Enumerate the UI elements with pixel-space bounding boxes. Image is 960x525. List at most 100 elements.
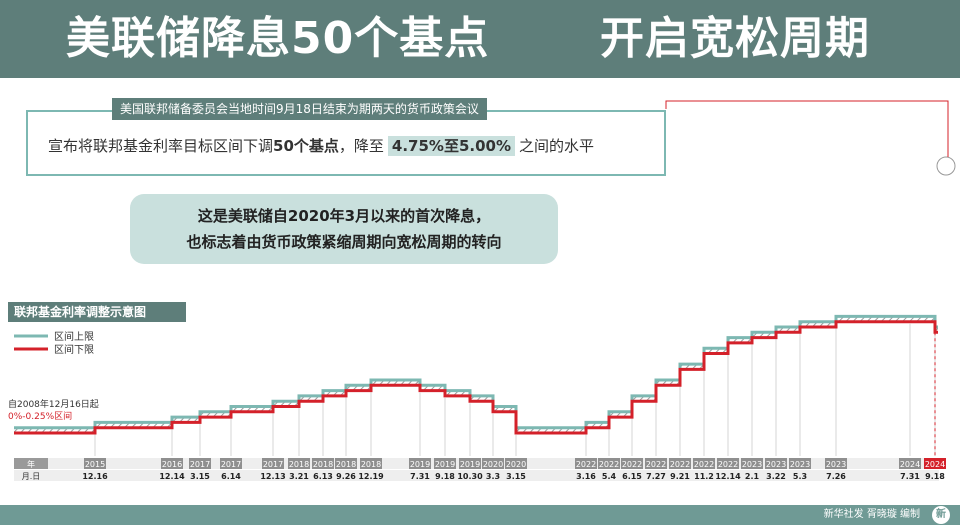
date-tick-label: 12.19 (358, 472, 384, 481)
rate-range-highlight: 4.75%至5.00% (387, 136, 515, 156)
agency-logo-icon: 新 (932, 506, 950, 524)
year-chip-4 (262, 458, 284, 469)
year-tick-label: 2024 (900, 460, 920, 469)
rate-band-3 (200, 411, 231, 418)
year-chip-26 (924, 458, 946, 469)
rate-band-22 (752, 332, 776, 338)
rate-band-12 (470, 395, 493, 402)
rate-band-16 (609, 411, 632, 418)
date-tick-label: 3.22 (766, 472, 786, 481)
year-tick-label: 2019 (435, 460, 455, 469)
start-note: 自2008年12月16日起 (8, 398, 99, 410)
year-chip-23 (789, 458, 811, 469)
year-tick-label: 2022 (622, 460, 642, 469)
x-axis: 年月.日 2015 12.16 2016 12.14 2017 3.15 2017 6.14 20… (14, 458, 946, 481)
grid-lines (94, 323, 936, 456)
year-chip-19 (693, 458, 715, 469)
year-chip-18 (669, 458, 691, 469)
year-tick-label: 2018 (336, 460, 356, 469)
rate-band-20 (704, 348, 728, 354)
announce-suffix: 之间的水平 (518, 137, 594, 155)
rate-band-2 (172, 417, 200, 423)
year-chip-22 (765, 458, 787, 469)
rate-band-25 (836, 316, 910, 322)
year-tick-label: 2024 (925, 460, 945, 469)
rate-band-26 (910, 316, 935, 322)
date-tick-label: 5.4 (602, 472, 617, 481)
year-corner (14, 458, 48, 469)
rate-band-9 (371, 380, 420, 386)
rate-band-19 (680, 364, 704, 370)
year-chip-17 (645, 458, 667, 469)
year-chip-7 (335, 458, 357, 469)
year-chip-5 (288, 458, 310, 469)
date-tick-label: 9.18 (925, 472, 945, 481)
date-tick-label: 3.15 (190, 472, 210, 481)
year-chip-8 (360, 458, 382, 469)
year-chip-21 (741, 458, 763, 469)
year-tick-label: 2018 (313, 460, 333, 469)
year-tick-label: 2017 (190, 460, 210, 469)
year-chip-6 (312, 458, 334, 469)
latest-cut-circle (936, 156, 956, 176)
year-tick-label: 2022 (694, 460, 714, 469)
year-tick-label: 2017 (263, 460, 283, 469)
rate-band-7 (323, 390, 346, 396)
year-chip-16 (621, 458, 643, 469)
year-chip-25 (899, 458, 921, 469)
date-tick-label: 12.14 (159, 472, 185, 481)
year-tick-label: 2022 (718, 460, 738, 469)
chart-legend: 联邦基金利率调整示意图 区间上限 区间下限 (8, 302, 186, 356)
lower-bound-line (14, 320, 938, 435)
year-tick-label: 2019 (460, 460, 480, 469)
rate-band-18 (656, 380, 680, 386)
callout-connector (665, 100, 949, 157)
year-tick-label: 2022 (646, 460, 666, 469)
year-tick-label: 2016 (162, 460, 182, 469)
rate-band-10 (420, 385, 445, 391)
year-chip-0 (84, 458, 106, 469)
year-tick-label: 2023 (790, 460, 810, 469)
announce-bp: 50个基点 (273, 137, 339, 155)
announcement-box (26, 110, 666, 176)
page-subtitle: 开启宽松周期 (600, 13, 870, 64)
year-tick-label: 2023 (766, 460, 786, 469)
chart-title: 联邦基金利率调整示意图 (14, 304, 146, 319)
year-chip-24 (825, 458, 847, 469)
date-tick-label: 5.3 (793, 472, 807, 481)
year-tick-label: 2022 (576, 460, 596, 469)
year-tick-label: 2018 (361, 460, 381, 469)
year-chip-13 (505, 458, 527, 469)
legend-lower-label: 区间下限 (54, 343, 94, 356)
date-tick-label: 7.31 (900, 472, 920, 481)
start-range: 0%-0.25%区间 (8, 410, 72, 422)
date-tick-label: 9.26 (336, 472, 356, 481)
year-chip-3 (220, 458, 242, 469)
rate-band-13 (493, 406, 516, 412)
year-chip-12 (482, 458, 504, 469)
year-chip-2 (189, 458, 211, 469)
date-band (14, 470, 939, 481)
header-banner: 美联储降息50个基点 开启宽松周期 (0, 0, 960, 78)
credit-text: 新华社发 胥晓璇 编制 (823, 509, 920, 520)
latest-cut-pointer (665, 100, 956, 456)
legend-upper-label: 区间上限 (54, 330, 94, 343)
date-tick-label: 3.21 (289, 472, 309, 481)
date-tick-label: 11.2 (694, 472, 714, 481)
year-chip-14 (575, 458, 597, 469)
rate-band-1 (95, 422, 172, 428)
rate-band-15 (586, 422, 609, 428)
year-tick-label: 2023 (826, 460, 846, 469)
date-tick-label: 3.16 (576, 472, 596, 481)
rate-band-24 (800, 321, 836, 327)
year-tick-label: 2019 (410, 460, 430, 469)
date-tick-label: 3.3 (486, 472, 500, 481)
date-tick-label: 3.15 (506, 472, 526, 481)
year-tick-label: 2022 (670, 460, 690, 469)
rate-band-8 (346, 385, 371, 391)
chart-title-bg (8, 302, 186, 322)
meeting-tag: 美国联邦储备委员会当地时间9月18日结束为期两天的货币政策会议 (112, 98, 487, 120)
rate-band-5 (273, 401, 299, 407)
date-tick-label: 7.26 (826, 472, 846, 481)
date-tick-label: 12.13 (260, 472, 285, 481)
